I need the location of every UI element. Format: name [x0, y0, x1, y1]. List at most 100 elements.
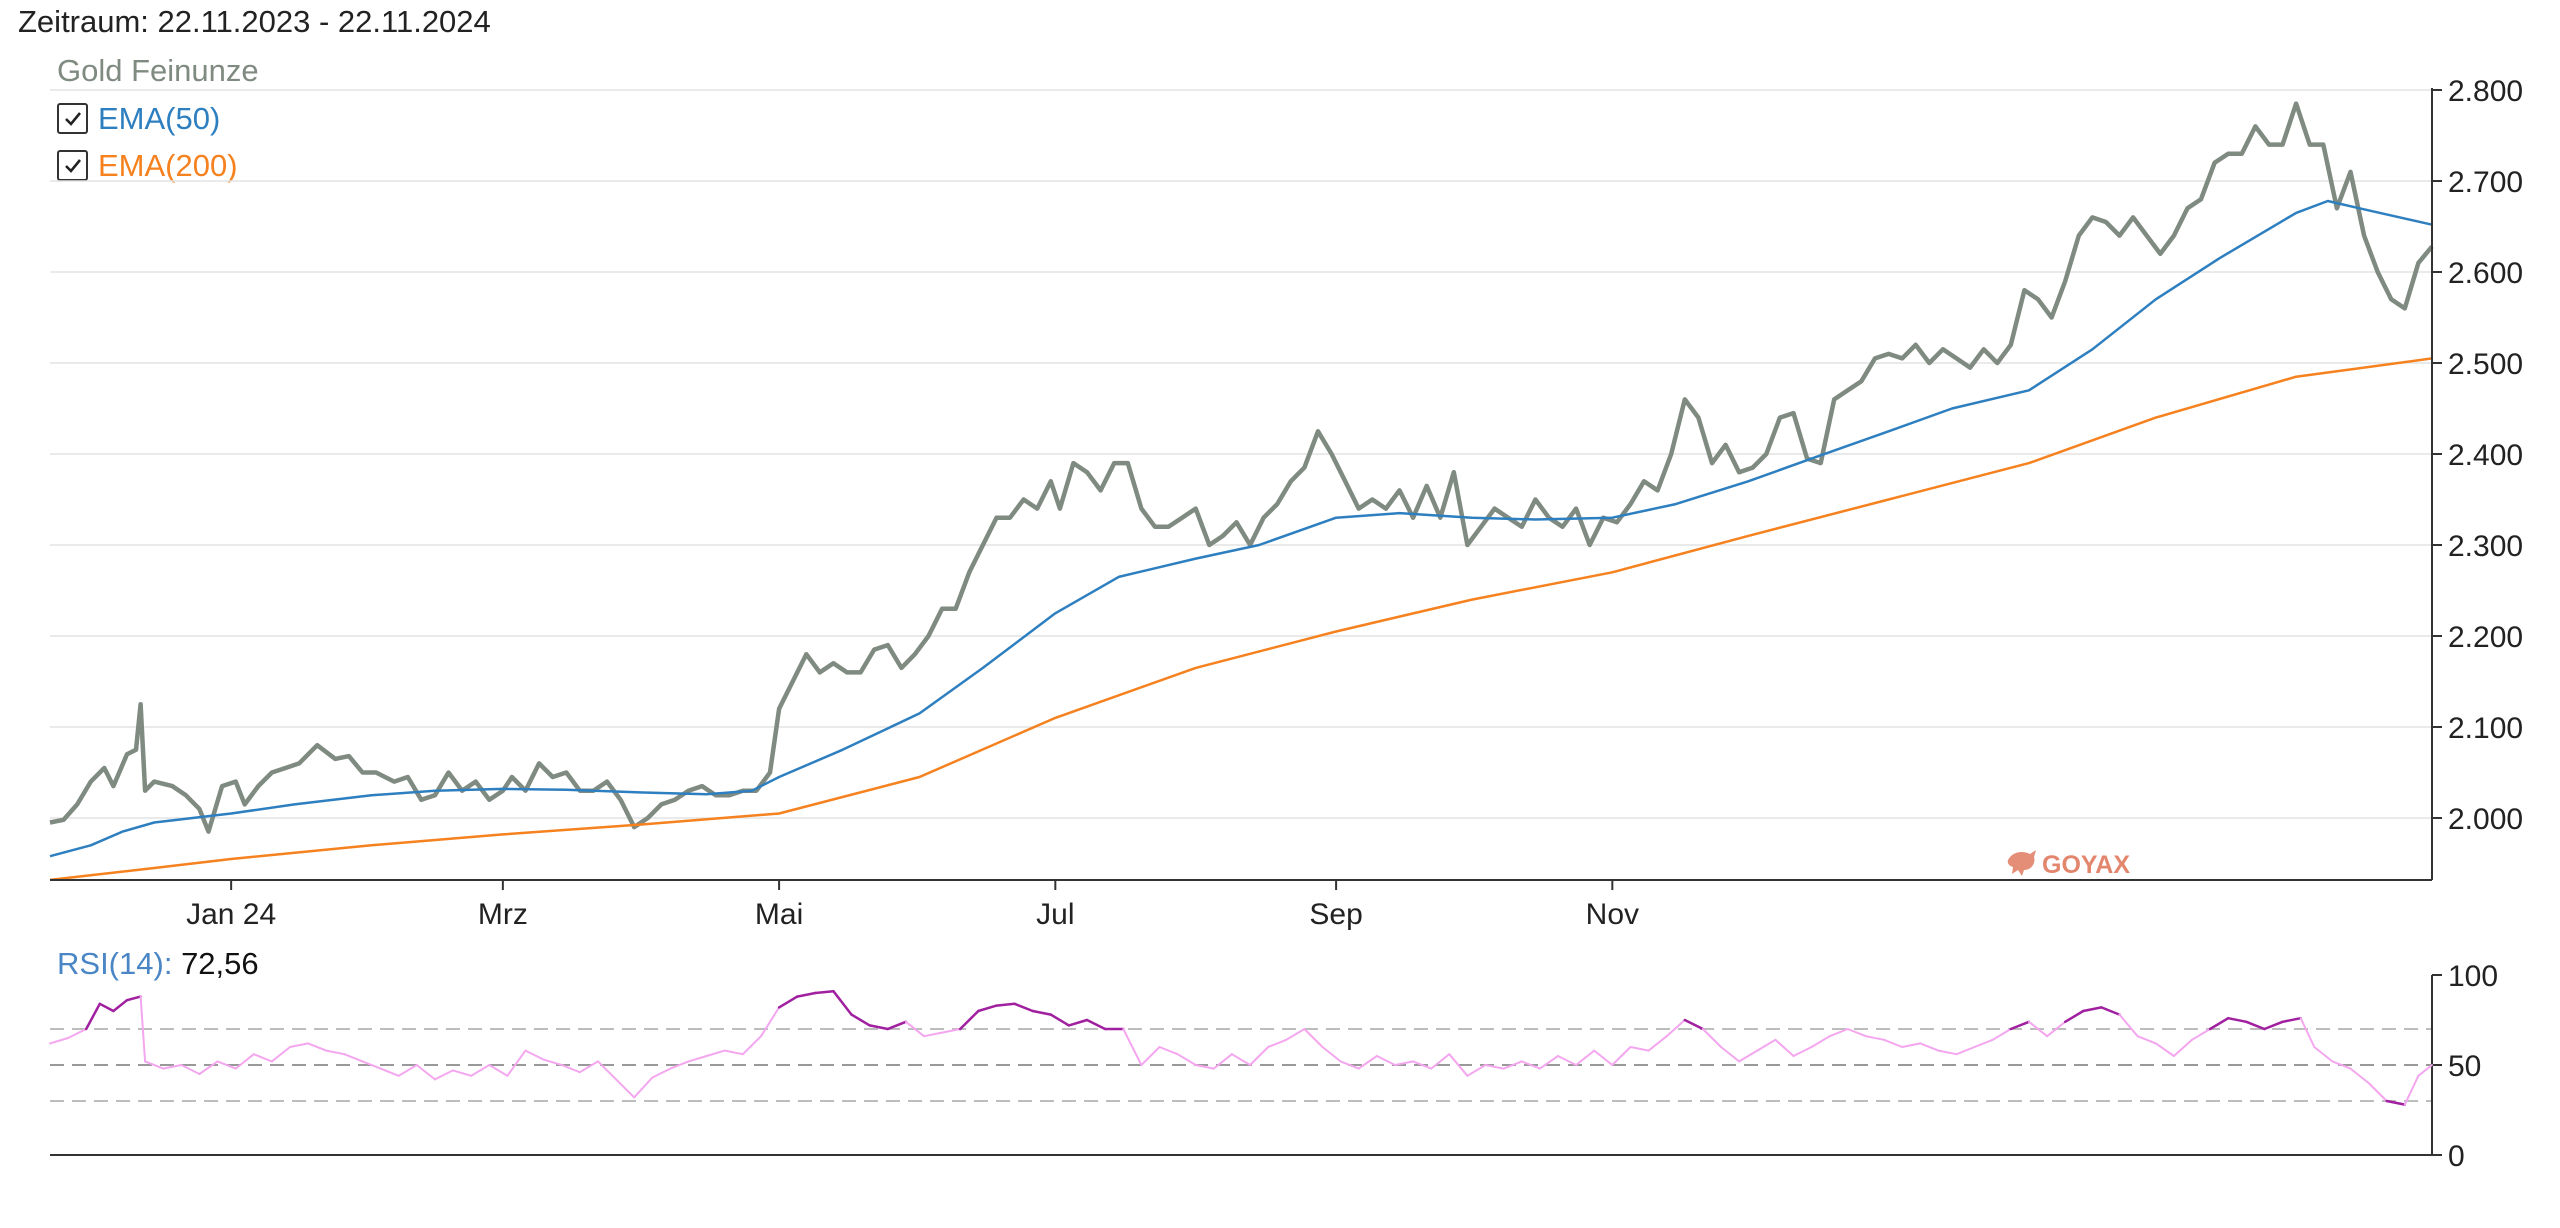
rsi-segment [270, 1046, 291, 1063]
rsi-segment [289, 1042, 310, 1048]
ema200-checkbox[interactable] [57, 150, 88, 181]
rsi-segment [2226, 1016, 2248, 1024]
rsi-segment [1448, 1053, 1469, 1077]
rsi-segment [1738, 1049, 1759, 1063]
rsi-segment [904, 1020, 925, 1038]
rsi-segment [2136, 1035, 2157, 1045]
rsi-segment [1665, 1019, 1686, 1038]
period-label: Zeitraum: 22.11.2023 - 22.11.2024 [18, 4, 491, 39]
rsi-segment [2191, 1028, 2212, 1041]
rsi-segment [1357, 1055, 1378, 1070]
rsi-segment [2172, 1038, 2193, 1057]
rsi-segment [1194, 1064, 1215, 1070]
rsi-segment [850, 1013, 871, 1027]
rsi-segment [995, 1002, 1016, 1007]
rsi-segment [687, 1055, 708, 1063]
rsi-segment [1846, 1028, 1867, 1038]
rsi-segment [1230, 1053, 1252, 1066]
rsi-segment [415, 1064, 436, 1081]
rsi-segment [1412, 1060, 1433, 1070]
rsi-segment [633, 1076, 654, 1099]
price-grid [50, 89, 2432, 819]
y-tick-label-2300: 2.300 [2448, 530, 2523, 563]
rsi-segment [651, 1067, 672, 1079]
rsi-segment [162, 1064, 183, 1070]
legend-item-ema200[interactable]: EMA(200) [57, 142, 259, 189]
rsi-segment [98, 1002, 115, 1013]
rsi-y-tick-label-50: 50 [2448, 1050, 2481, 1083]
x-tick-label-2024-05-01: Mai [755, 898, 803, 931]
rsi-segment [1557, 1055, 1578, 1066]
rsi-segment [1611, 1046, 1632, 1066]
rsi-segment [216, 1060, 237, 1070]
rsi-segment [1792, 1046, 1813, 1057]
rsi-segment [452, 1069, 473, 1077]
watermark-text: GOYAX [2042, 851, 2130, 879]
rsi-segment [723, 1049, 744, 1056]
rsi-segment [1212, 1053, 1233, 1070]
rsi-segment [1466, 1064, 1487, 1077]
rsi-segment [1538, 1055, 1559, 1070]
rsi-segment [977, 1004, 998, 1013]
rsi-segment [470, 1064, 491, 1077]
rsi-segment [1629, 1046, 1650, 1052]
ema50-checkbox[interactable] [57, 103, 88, 134]
rsi-segment [1647, 1035, 1668, 1052]
rsi-segment [1285, 1028, 1306, 1041]
y-tick-label-2000: 2.000 [2448, 803, 2523, 836]
rsi-segment [542, 1058, 563, 1066]
rsi-segment [1430, 1053, 1451, 1070]
rsi-segment [361, 1060, 382, 1070]
y-tick-label-2500: 2.500 [2448, 348, 2523, 381]
rsi-segment [777, 995, 799, 1009]
rsi-segment [397, 1064, 418, 1077]
rsi-segment [125, 995, 142, 1002]
rsi-segment [1049, 1013, 1071, 1027]
rsi-segment [1720, 1046, 1741, 1063]
rsi-segment [2417, 1064, 2433, 1077]
rsi-segment [1937, 1049, 1958, 1056]
rsi-segment [1828, 1028, 1849, 1038]
rsi-value: 72,56 [181, 946, 259, 981]
rsi-segment [1575, 1049, 1596, 1066]
rsi-segment [868, 1024, 890, 1031]
rsi-segment [615, 1078, 636, 1099]
rsi-segment [741, 1035, 762, 1056]
rsi-segment [958, 1009, 980, 1031]
rsi-segment [1375, 1055, 1396, 1066]
legend-item-ema50[interactable]: EMA(50) [57, 95, 259, 142]
rsi-segment [1484, 1064, 1505, 1070]
x-tick-label-2024-01-01: Jan 24 [186, 898, 276, 931]
rsi-segment [1085, 1018, 1107, 1031]
rsi-segment [2063, 1009, 2085, 1024]
rsi-segment [2385, 1099, 2407, 1106]
rsi-segment [1321, 1046, 1342, 1063]
rsi-segment [923, 1031, 944, 1038]
rsi-segment [1013, 1002, 1034, 1013]
rsi-segment [1864, 1035, 1885, 1041]
rsi-segment [886, 1020, 908, 1031]
ema200-label: EMA(200) [98, 147, 238, 183]
check-icon [64, 111, 81, 126]
rsi-segment [252, 1053, 273, 1063]
rsi-segment [2299, 1017, 2316, 1048]
rsi-segment [144, 1060, 165, 1070]
rsi-segment [67, 1028, 88, 1039]
x-tick-label-2024-11-01: Nov [1586, 898, 1639, 931]
rsi-segment [597, 1060, 618, 1081]
rsi-segment [198, 1060, 219, 1075]
rsi-segment [814, 989, 835, 995]
rsi-segment [1593, 1049, 1614, 1066]
rsi-segment [2349, 1067, 2370, 1084]
rsi-name: RSI(14) [57, 946, 164, 981]
bull-logo-icon [2007, 850, 2036, 876]
rsi-segment [1140, 1046, 1161, 1066]
rsi-segment [760, 1006, 781, 1038]
rsi-segment [1067, 1018, 1089, 1027]
rsi-segment [1991, 1028, 2012, 1041]
ema50-label: EMA(50) [98, 100, 221, 136]
y-tick-label-2600: 2.600 [2448, 257, 2523, 290]
y-tick-label-2100: 2.100 [2448, 712, 2523, 745]
price-series [49, 101, 2434, 882]
